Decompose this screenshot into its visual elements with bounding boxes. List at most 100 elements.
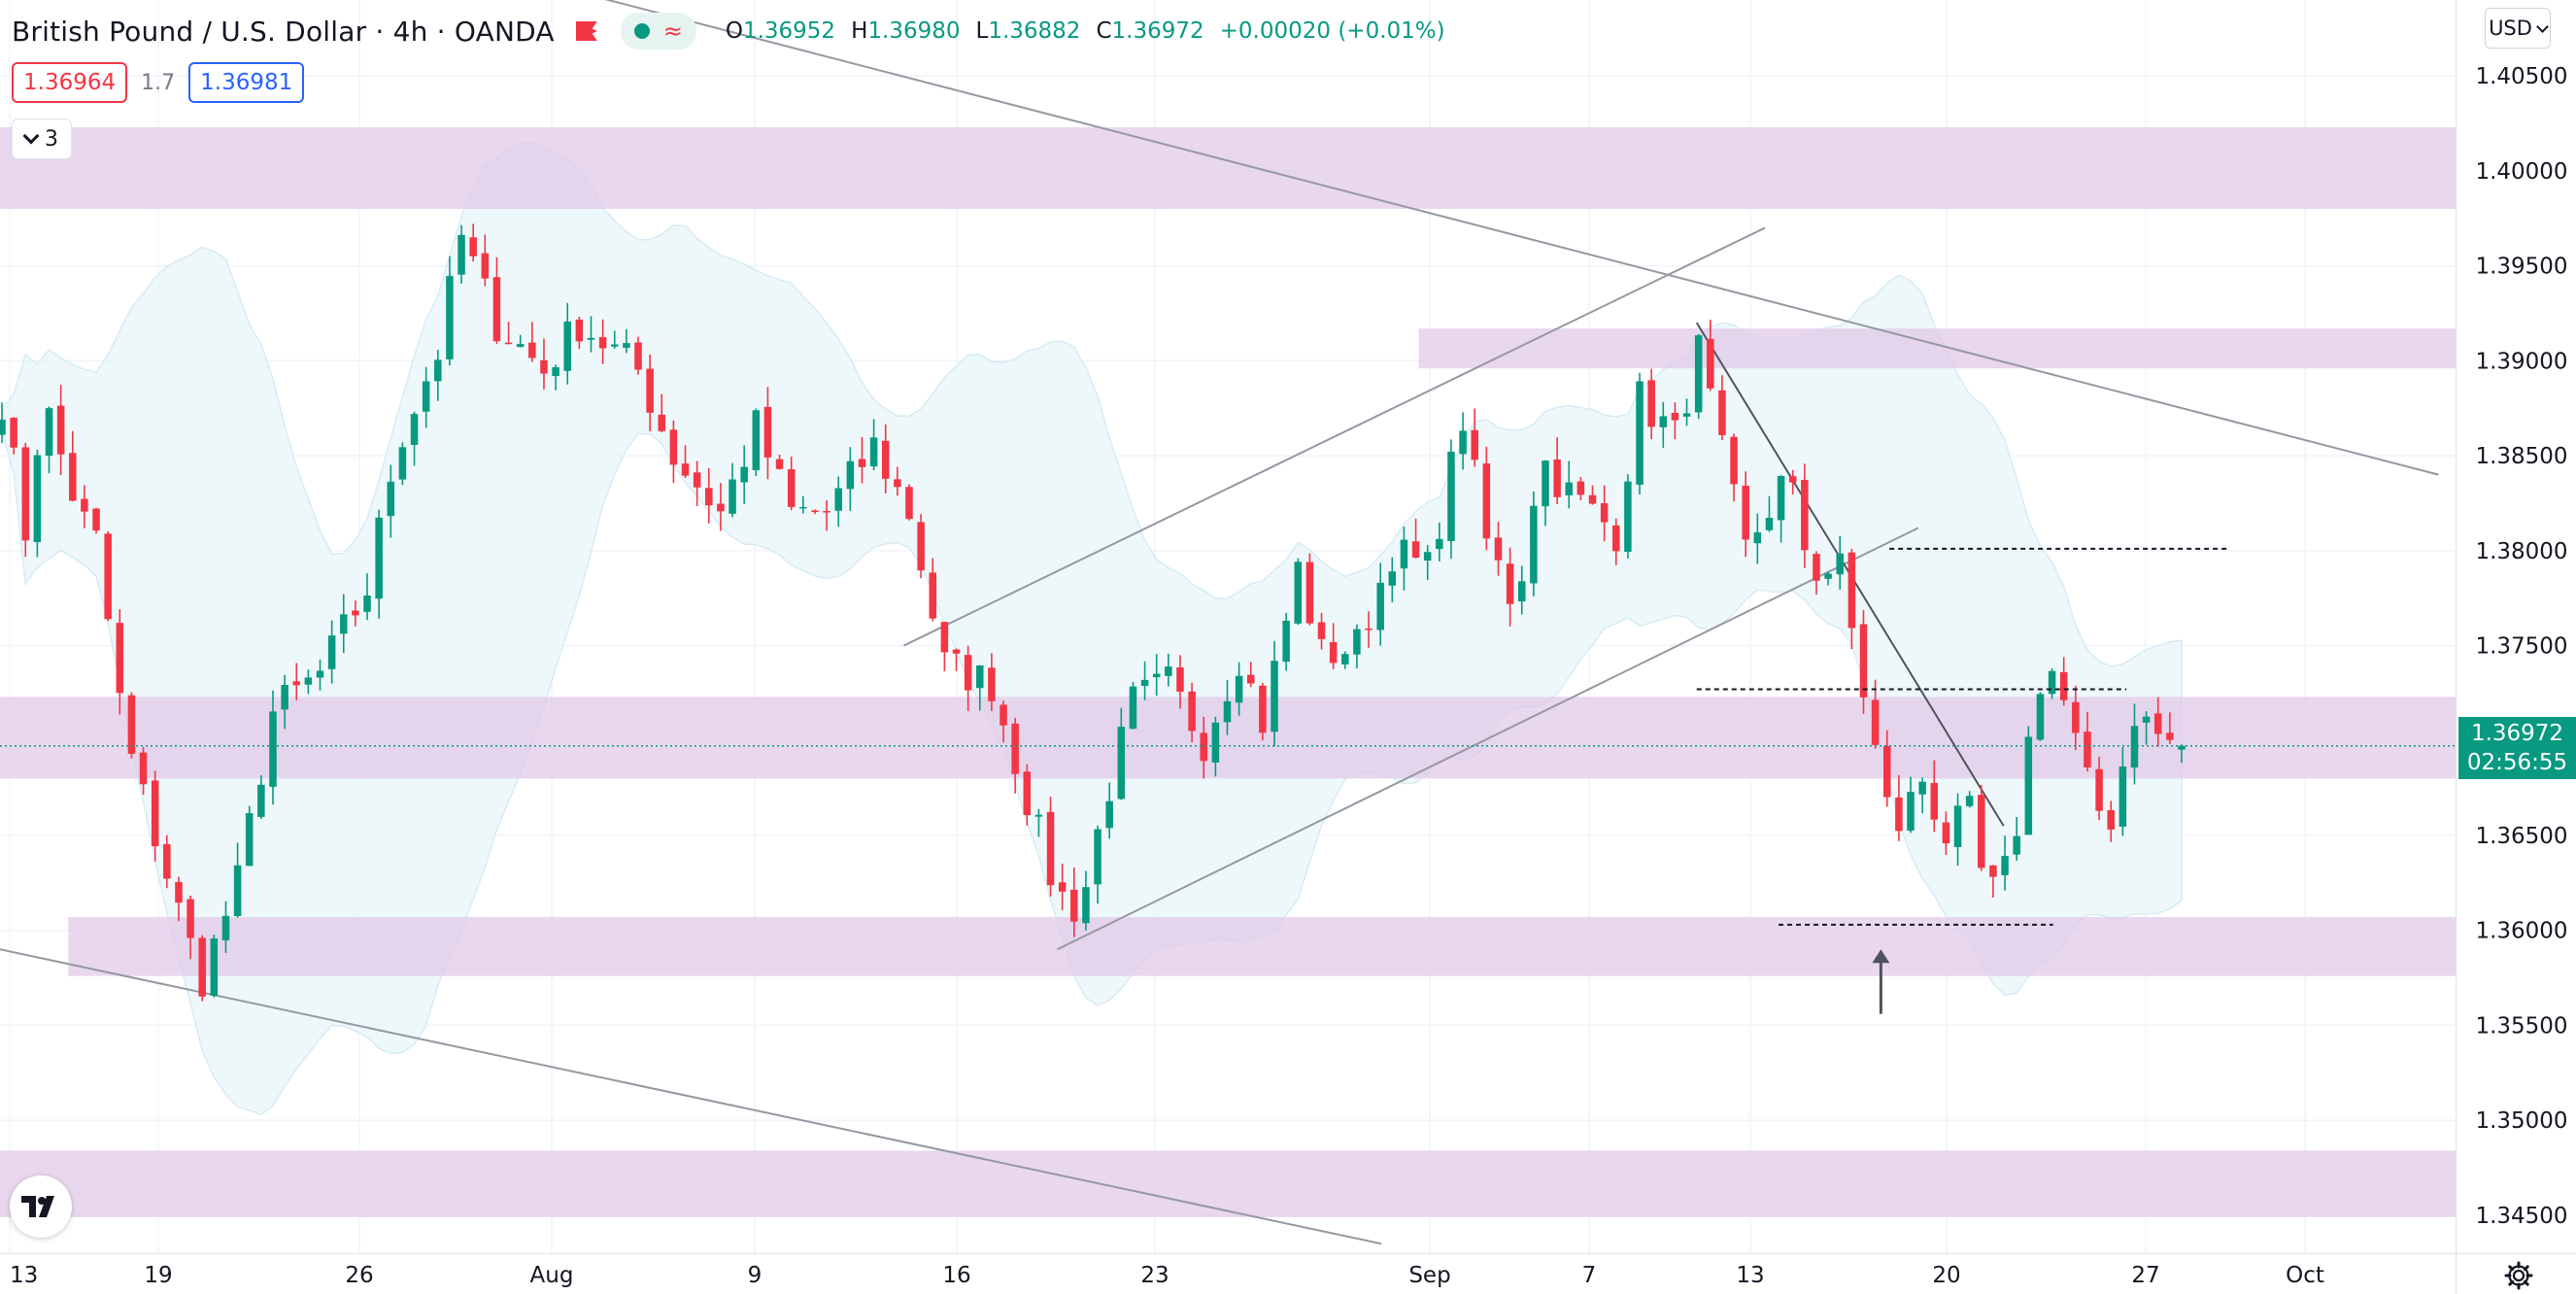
candle-body [2059, 671, 2068, 700]
candle-body [1034, 814, 1043, 817]
candle-body [375, 517, 383, 599]
candle-body [563, 321, 571, 371]
candle-body [1824, 573, 1832, 579]
sr-zone [0, 126, 2456, 209]
candle-body [45, 408, 53, 457]
price-axis: 1.40500 1.40000 1.39500 1.39000 1.38500 1.380… [2475, 64, 2567, 1229]
candle-body [528, 342, 536, 358]
candle-body [1871, 699, 1880, 745]
candle-body [352, 610, 359, 616]
candle-body [1140, 679, 1149, 687]
time-tick-label: Aug [530, 1263, 574, 1288]
bar-countdown: 02:56:55 [2466, 750, 2568, 775]
candle-body [1730, 436, 1738, 485]
candle-body [575, 320, 584, 342]
candle-body [1400, 539, 1408, 569]
candle-body [221, 915, 230, 940]
candles [0, 223, 2186, 1002]
candle-body [811, 510, 819, 513]
candle-body [1271, 661, 1278, 732]
candle-body [1742, 485, 1749, 540]
buy-price-button[interactable]: 1.36981 [188, 62, 305, 103]
time-tick-label: 20 [1932, 1263, 1960, 1288]
currency-button[interactable]: USD [2485, 8, 2551, 49]
candle-body [740, 466, 748, 483]
candle-body [952, 649, 961, 654]
candle-body [905, 487, 913, 520]
last-price-label: 1.36972 02:56:55 [2458, 717, 2576, 779]
candle-body [210, 938, 219, 996]
candle-body [1082, 887, 1090, 924]
candle-body [1694, 335, 1703, 413]
candle-body [940, 622, 949, 653]
candle-body [269, 711, 277, 787]
trendline [903, 226, 1766, 647]
sr-zones [0, 126, 2457, 1217]
candle-body [56, 405, 65, 455]
candle-body [21, 447, 30, 541]
low-value: 1.36882 [988, 18, 1081, 44]
candle-body [1423, 552, 1432, 562]
candle-body [2013, 835, 2020, 855]
sr-zone [1418, 328, 2456, 369]
candle-body [2095, 768, 2103, 811]
candle-body [729, 479, 736, 514]
candle-body [116, 623, 124, 694]
candle-body [1165, 666, 1172, 676]
flag-icon[interactable] [575, 21, 597, 41]
candle-body [858, 459, 866, 467]
indicators-toggle-button[interactable]: 3 [12, 119, 72, 159]
candle-body [623, 343, 630, 349]
candle-body [1542, 460, 1549, 507]
time-axis: 13 19 26 Aug 9 16 23 Sep 7 13 20 27 Oct [10, 1263, 2324, 1288]
candle-body [2142, 716, 2151, 723]
candle-body [446, 276, 454, 359]
sell-price-button[interactable]: 1.36964 [12, 62, 128, 103]
market-status[interactable]: ≈ [620, 13, 696, 50]
symbol-legend[interactable]: British Pound / U.S. Dollar · 4h · OANDA… [12, 10, 1445, 52]
candle-body [422, 381, 430, 412]
price-tick-label: 1.35000 [2475, 1108, 2567, 1134]
candle-body [1765, 517, 1774, 530]
candle-body [1588, 494, 1597, 504]
price-tick-label: 1.36500 [2475, 824, 2567, 849]
price-tick-label: 1.39000 [2475, 349, 2567, 374]
candle-body [2178, 745, 2186, 750]
chevron-down-icon [22, 127, 40, 145]
candle-body [988, 667, 996, 701]
time-tick-label: Oct [2286, 1263, 2324, 1288]
candle-body [81, 498, 88, 512]
candle-body [1117, 727, 1126, 800]
candle-body [2036, 694, 2045, 740]
time-tick-label: 7 [1582, 1263, 1597, 1288]
candle-body [693, 472, 701, 488]
symbol-title[interactable]: British Pound / U.S. Dollar · 4h · OANDA [12, 15, 555, 48]
candle-body [2153, 713, 2162, 734]
candle-body [33, 455, 42, 542]
candle-body [1801, 480, 1809, 551]
candle-body [587, 337, 595, 340]
candle-body [1707, 338, 1714, 389]
candle-body [1895, 797, 1903, 832]
candle-body [151, 780, 159, 847]
candle-body [340, 614, 348, 634]
candle-body [1329, 642, 1338, 664]
candle-body [198, 937, 206, 997]
candle-body [1565, 482, 1574, 495]
candle-body [917, 522, 925, 571]
tradingview-logo-icon[interactable] [10, 1175, 72, 1238]
price-tick-label: 1.35500 [2475, 1013, 2567, 1039]
candle-body [1282, 620, 1290, 663]
gear-icon[interactable] [2500, 1257, 2537, 1294]
price-tick-label: 1.40000 [2475, 159, 2567, 185]
candle-body [610, 344, 619, 347]
candle-body [1023, 771, 1032, 816]
candle-body [1200, 732, 1207, 762]
high-value: 1.36980 [867, 18, 961, 44]
candle-body [1176, 666, 1184, 692]
candle-body [705, 488, 713, 506]
trendline [1057, 527, 1919, 951]
candle-body [516, 344, 525, 348]
candle-body [1600, 502, 1609, 523]
